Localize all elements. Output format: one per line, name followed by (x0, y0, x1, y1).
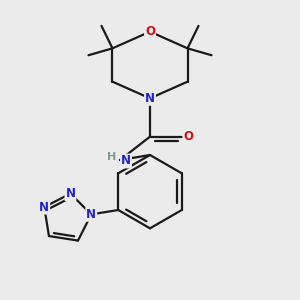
Text: O: O (145, 25, 155, 38)
Text: N: N (65, 187, 75, 200)
Text: H: H (107, 152, 116, 162)
Text: N: N (86, 208, 96, 221)
Text: N: N (39, 200, 49, 214)
Text: N: N (145, 92, 155, 105)
Text: N: N (121, 154, 131, 167)
Text: O: O (183, 130, 193, 143)
